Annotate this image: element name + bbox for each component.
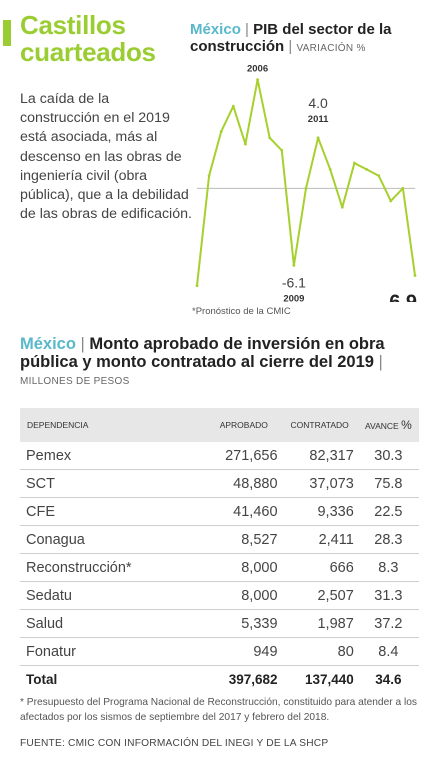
table-row: Salud 5,339 1,987 37.2: [20, 609, 419, 638]
data-point: [340, 205, 344, 209]
data-point: [244, 142, 247, 146]
cell-avance: 28.3: [357, 525, 419, 554]
table-total-row: Total 397,682 137,440 34.6: [20, 665, 419, 693]
cell-dependencia: Fonatur: [20, 637, 167, 666]
headline: Castillos cuarteados: [20, 10, 156, 67]
header-pct-symbol: %: [401, 418, 412, 432]
cell-avance: 75.8: [357, 469, 419, 498]
data-point: [353, 161, 356, 165]
data-point: [231, 104, 235, 108]
data-point: [280, 149, 284, 152]
cell-dependencia: SCT: [20, 469, 167, 498]
cell-contratado: 666: [281, 553, 358, 582]
header-avance: AVANCE %: [358, 408, 419, 442]
header-aprobado: APROBADO: [219, 420, 268, 430]
chart2-separator: |: [80, 335, 85, 353]
data-point: [195, 284, 199, 287]
cell-avance: 31.3: [357, 581, 419, 610]
cell-aprobado: 48,880: [166, 469, 282, 498]
chart1-country: México: [190, 21, 241, 38]
data-point: [401, 186, 405, 190]
chart2-title: Monto aprobado de inversión en obra públ…: [20, 335, 385, 371]
cell-avance: 8.3: [357, 553, 419, 582]
accent-bar: [3, 20, 11, 46]
total-contratado: 137,440: [281, 665, 358, 693]
table-row: SCT 48,880 37,073 75.8: [20, 469, 419, 498]
cell-dependencia: Reconstrucción*: [20, 553, 167, 582]
total-dependencia: Total: [20, 665, 167, 693]
chart2-heading: México | Monto aprobado de inversión en …: [20, 335, 420, 391]
table-row: Pemex 271,656 82,317 30.3: [20, 442, 419, 470]
header-dependencia: DEPENDENCIA: [27, 420, 89, 430]
data-point: [377, 174, 381, 178]
cell-aprobado: 5,339: [166, 609, 282, 638]
cell-avance: 37.2: [357, 609, 419, 638]
source: FUENTE: CMIC CON INFORMACIÓN DEL INEGI Y…: [20, 738, 329, 749]
data-point: [316, 136, 320, 140]
data-point: [365, 167, 368, 171]
cell-aprobado: 8,000: [166, 581, 282, 610]
footnote: * Presupuesto del Programa Nacional de R…: [20, 697, 417, 723]
label-2011-value: 4.0: [308, 95, 328, 111]
data-point: [389, 199, 393, 203]
chart2-unit-separator: |: [378, 352, 383, 371]
investment-table: DEPENDENCIA APROBADO CONTRATADO AVANCE %…: [20, 408, 419, 693]
cell-dependencia: Conagua: [20, 525, 167, 554]
table-header-row: DEPENDENCIA APROBADO CONTRATADO AVANCE %: [20, 408, 419, 442]
header-contratado: CONTRATADO: [290, 420, 349, 430]
cell-aprobado: 8,527: [166, 525, 282, 554]
cell-contratado: 2,411: [281, 525, 358, 554]
cell-contratado: 1,987: [281, 609, 358, 638]
cell-aprobado: 949: [166, 637, 282, 666]
data-point: [304, 186, 308, 190]
table-row: Conagua 8,527 2,411 28.3: [20, 525, 419, 554]
table-row: CFE 41,460 9,336 22.5: [20, 497, 419, 526]
cell-avance: 30.3: [357, 442, 419, 470]
cell-dependencia: Pemex: [20, 442, 167, 470]
data-point: [207, 174, 211, 178]
data-point: [219, 130, 223, 133]
table-row: Fonatur 949 80 8.4: [20, 637, 419, 666]
intro-text: La caída de la construcción en el 2019 e…: [20, 91, 192, 223]
table-row: Sedatu 8,000 2,507 31.3: [20, 581, 419, 610]
data-point: [328, 167, 332, 171]
data-point: [268, 136, 272, 140]
cell-contratado: 2,507: [281, 581, 358, 610]
table-row: Reconstrucción* 8,000 666 8.3: [20, 553, 419, 582]
label-2009-year: 2009: [283, 293, 304, 302]
chart-note: *Pronóstico de la CMIC: [192, 306, 291, 317]
cell-aprobado: 271,656: [166, 442, 282, 470]
cell-avance: 8.4: [357, 637, 419, 666]
label-2009-value: -6.1: [282, 274, 306, 290]
chart1-heading: México | PIB del sector de la construcci…: [190, 21, 422, 57]
label-2006-year: 2006: [247, 64, 268, 75]
label-2019-value: -6.9: [383, 291, 417, 302]
total-aprobado: 397,682: [166, 665, 282, 693]
cell-contratado: 37,073: [281, 469, 358, 498]
cell-dependencia: Salud: [20, 609, 167, 638]
cell-aprobado: 8,000: [166, 553, 282, 582]
chart1-title: PIB del sector de la construcción: [190, 21, 392, 55]
cell-avance: 22.5: [357, 497, 419, 526]
cell-dependencia: Sedatu: [20, 581, 167, 610]
cell-contratado: 82,317: [281, 442, 358, 470]
chart1-unit-separator: |: [288, 38, 293, 55]
cell-aprobado: 41,460: [166, 497, 282, 526]
chart2-unit: MILLONES DE PESOS: [20, 376, 130, 387]
data-point: [292, 263, 296, 267]
series-line: [196, 78, 416, 286]
label-2011-year: 2011: [308, 114, 329, 125]
cell-contratado: 9,336: [281, 497, 358, 526]
header-avance-label: AVANCE: [365, 421, 399, 431]
cell-dependencia: CFE: [20, 497, 167, 526]
chart1-separator: |: [245, 21, 249, 38]
cell-contratado: 80: [281, 637, 358, 666]
data-point: [256, 78, 259, 82]
chart1-unit: VARIACIÓN %: [296, 43, 366, 54]
total-avance: 34.6: [357, 665, 419, 693]
data-point: [413, 274, 417, 277]
table-body: Pemex 271,656 82,317 30.3 SCT 48,880 37,073 75.…: [20, 442, 419, 693]
chart2-country: México: [20, 335, 76, 353]
